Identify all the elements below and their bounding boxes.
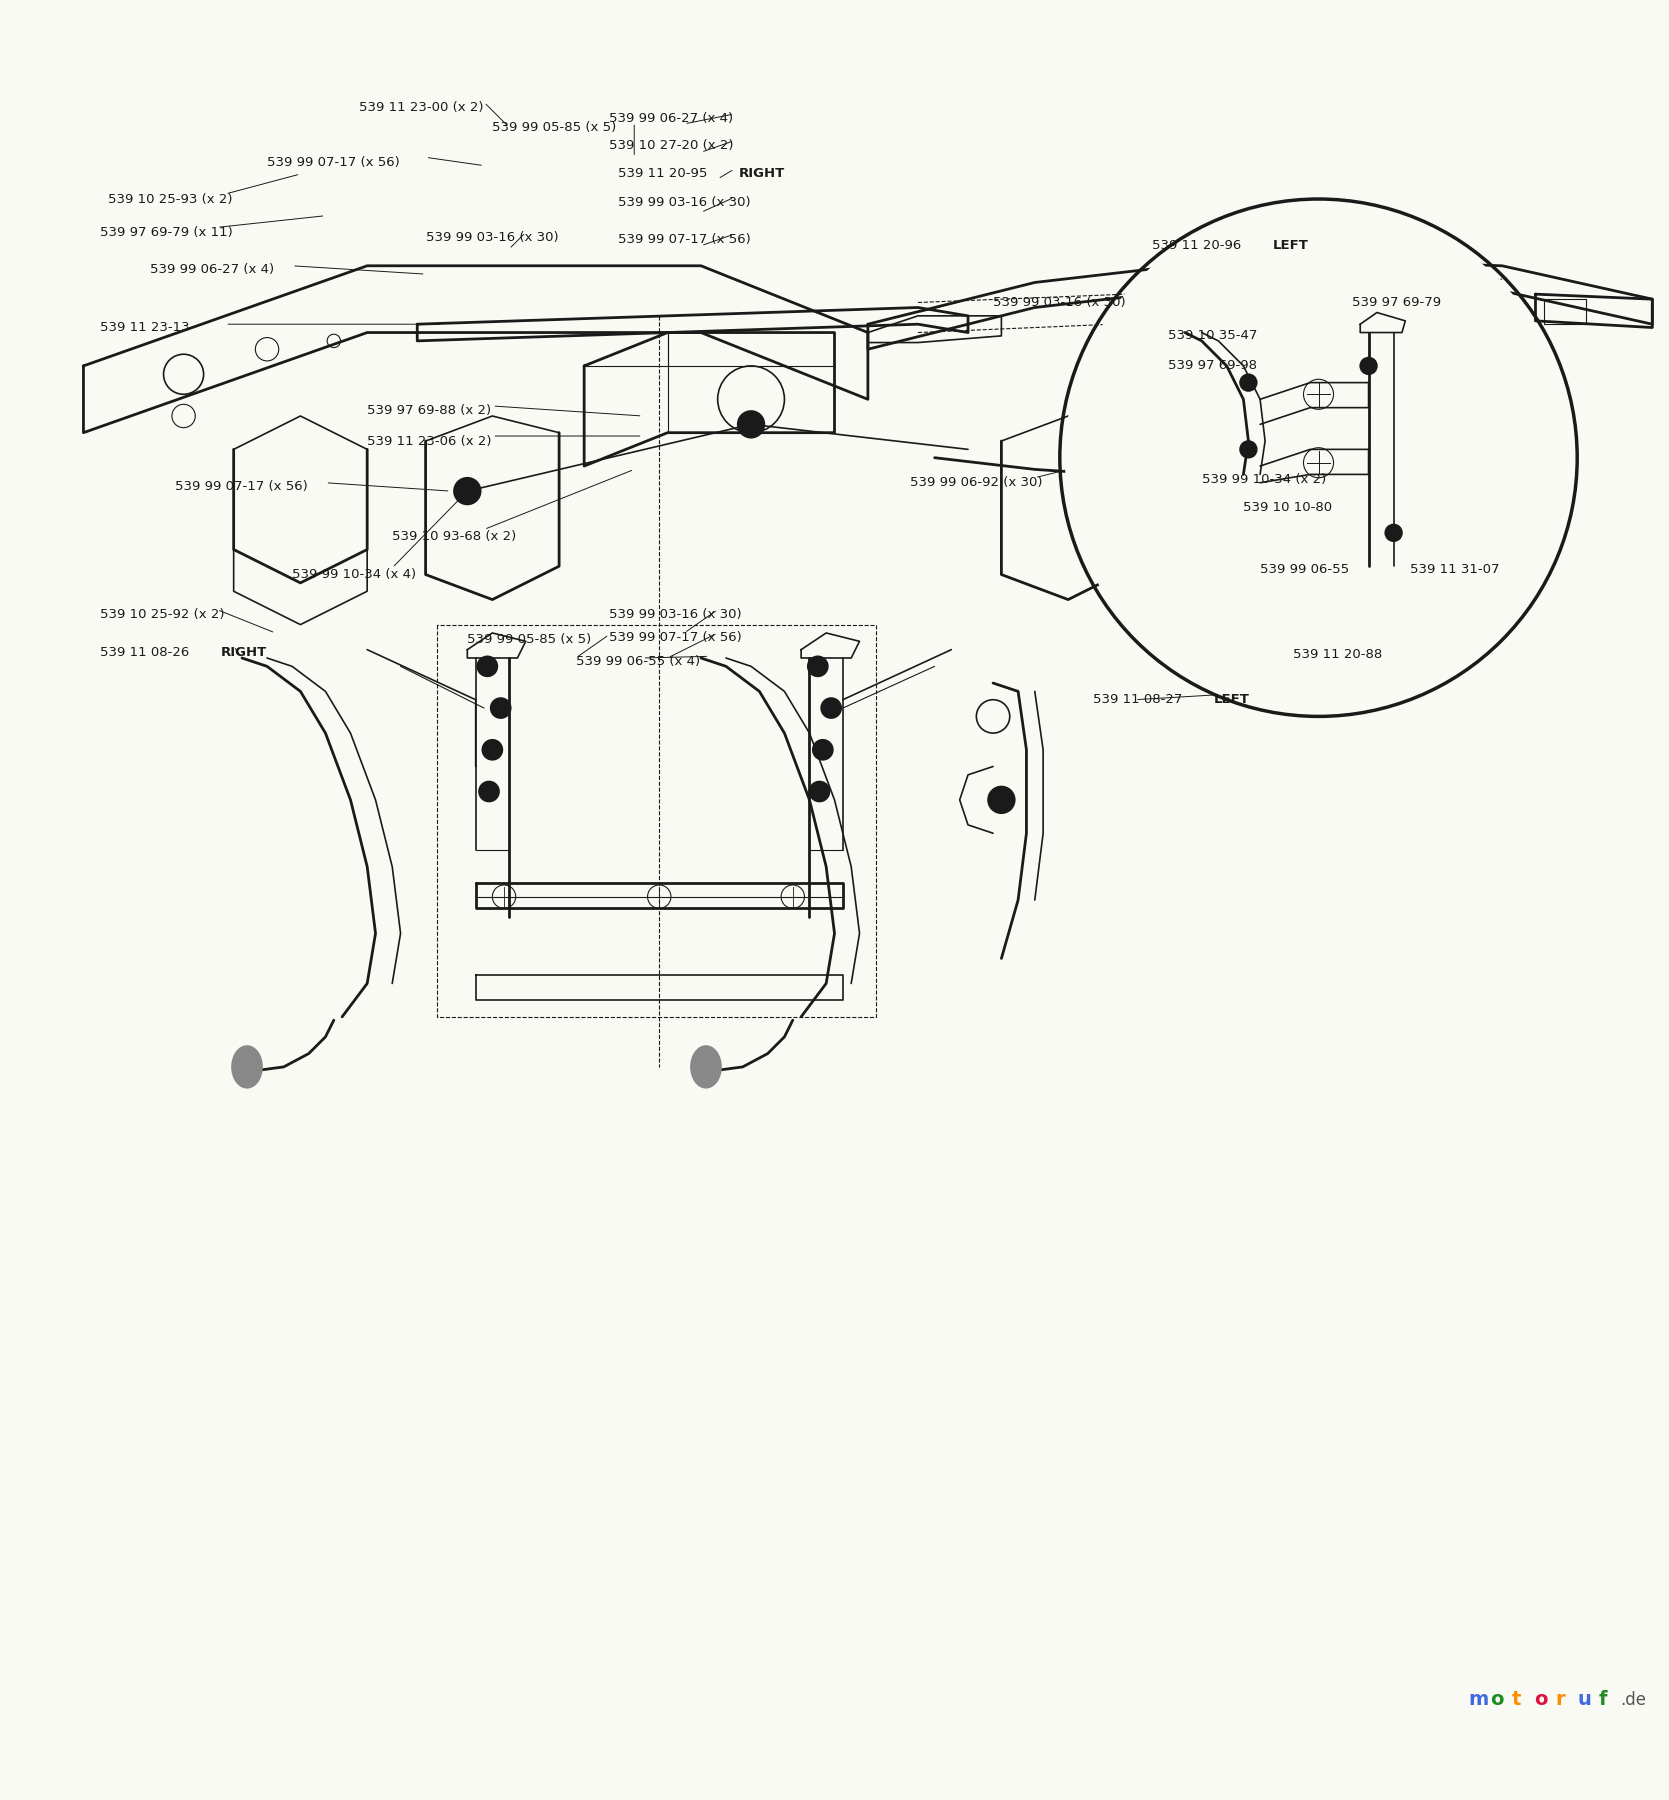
Text: RIGHT: RIGHT — [738, 167, 784, 180]
Text: 539 10 25-92 (x 2): 539 10 25-92 (x 2) — [100, 608, 225, 621]
Circle shape — [821, 698, 841, 718]
Text: 539 11 08-26: 539 11 08-26 — [100, 646, 194, 659]
Text: u: u — [1577, 1690, 1591, 1710]
Text: 539 99 03-16 (x 30): 539 99 03-16 (x 30) — [618, 196, 749, 209]
Circle shape — [1065, 203, 1572, 711]
Circle shape — [988, 787, 1015, 814]
Text: 539 99 06-27 (x 4): 539 99 06-27 (x 4) — [609, 112, 733, 126]
Text: 539 99 06-55 (x 4): 539 99 06-55 (x 4) — [576, 655, 699, 668]
Circle shape — [454, 477, 481, 504]
Text: 539 11 23-06 (x 2): 539 11 23-06 (x 2) — [367, 434, 492, 448]
Text: 539 97 69-79: 539 97 69-79 — [1352, 295, 1440, 310]
Text: 539 99 07-17 (x 56): 539 99 07-17 (x 56) — [618, 232, 751, 245]
Text: 539 99 07-17 (x 56): 539 99 07-17 (x 56) — [175, 479, 309, 493]
Text: 539 99 07-17 (x 56): 539 99 07-17 (x 56) — [267, 157, 401, 169]
Ellipse shape — [1070, 463, 1095, 475]
Text: 539 10 35-47: 539 10 35-47 — [1168, 329, 1258, 342]
Circle shape — [808, 657, 828, 677]
Circle shape — [1240, 441, 1257, 457]
Text: 539 99 05-85 (x 5): 539 99 05-85 (x 5) — [492, 121, 616, 133]
Text: 539 11 23-00 (x 2): 539 11 23-00 (x 2) — [359, 101, 484, 113]
Circle shape — [813, 740, 833, 760]
Text: 539 11 08-27: 539 11 08-27 — [1093, 693, 1187, 706]
Text: 539 99 03-16 (x 30): 539 99 03-16 (x 30) — [426, 230, 557, 245]
Text: 539 99 03-16 (x 30): 539 99 03-16 (x 30) — [993, 295, 1125, 310]
Circle shape — [1385, 524, 1402, 542]
Circle shape — [738, 410, 764, 437]
Text: 539 11 20-88: 539 11 20-88 — [1293, 648, 1382, 661]
Text: LEFT: LEFT — [1272, 239, 1308, 252]
Text: 539 10 93-68 (x 2): 539 10 93-68 (x 2) — [392, 529, 516, 542]
Circle shape — [477, 657, 497, 677]
Text: RIGHT: RIGHT — [220, 646, 267, 659]
Text: o: o — [1490, 1690, 1504, 1710]
Circle shape — [479, 781, 499, 801]
Text: 539 11 31-07: 539 11 31-07 — [1410, 563, 1500, 576]
Text: 539 99 10-34 (x 4): 539 99 10-34 (x 4) — [292, 569, 416, 581]
Ellipse shape — [232, 1046, 262, 1087]
Text: 539 99 06-55: 539 99 06-55 — [1260, 563, 1349, 576]
Text: f: f — [1599, 1690, 1607, 1710]
Text: 539 11 23-13: 539 11 23-13 — [100, 320, 190, 335]
Text: LEFT: LEFT — [1213, 693, 1250, 706]
Text: 539 99 07-17 (x 56): 539 99 07-17 (x 56) — [609, 632, 743, 644]
Circle shape — [809, 781, 829, 801]
Text: t: t — [1512, 1690, 1522, 1710]
Text: 539 11 20-96: 539 11 20-96 — [1152, 239, 1245, 252]
Bar — [1544, 299, 1586, 324]
Text: 539 10 25-93 (x 2): 539 10 25-93 (x 2) — [108, 193, 234, 205]
Text: 539 99 03-16 (x 30): 539 99 03-16 (x 30) — [609, 608, 741, 621]
Circle shape — [1240, 374, 1257, 391]
Circle shape — [1360, 358, 1377, 374]
Circle shape — [482, 740, 502, 760]
Text: 539 99 06-92 (x 30): 539 99 06-92 (x 30) — [910, 477, 1041, 490]
Text: o: o — [1534, 1690, 1547, 1710]
Text: r: r — [1556, 1690, 1566, 1710]
Text: 539 11 20-95: 539 11 20-95 — [618, 167, 711, 180]
Text: 539 10 27-20 (x 2): 539 10 27-20 (x 2) — [609, 139, 734, 153]
Text: 539 99 05-85 (x 5): 539 99 05-85 (x 5) — [467, 634, 591, 646]
Text: 539 97 69-98: 539 97 69-98 — [1168, 360, 1257, 373]
Text: 539 10 10-80: 539 10 10-80 — [1243, 500, 1332, 515]
Text: 539 99 10-34 (x 2): 539 99 10-34 (x 2) — [1202, 473, 1325, 486]
Ellipse shape — [691, 1046, 721, 1087]
Text: 539 99 06-27 (x 4): 539 99 06-27 (x 4) — [150, 263, 274, 275]
Text: 539 97 69-88 (x 2): 539 97 69-88 (x 2) — [367, 405, 491, 418]
Text: m: m — [1469, 1690, 1489, 1710]
Circle shape — [491, 698, 511, 718]
Text: 539 97 69-79 (x 11): 539 97 69-79 (x 11) — [100, 225, 234, 239]
Text: .de: .de — [1621, 1692, 1647, 1710]
